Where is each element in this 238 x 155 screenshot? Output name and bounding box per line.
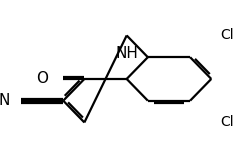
Text: Cl: Cl (220, 115, 234, 129)
Text: NH: NH (115, 46, 138, 61)
Text: O: O (36, 71, 48, 86)
Text: N: N (0, 93, 10, 108)
Text: Cl: Cl (220, 29, 234, 42)
